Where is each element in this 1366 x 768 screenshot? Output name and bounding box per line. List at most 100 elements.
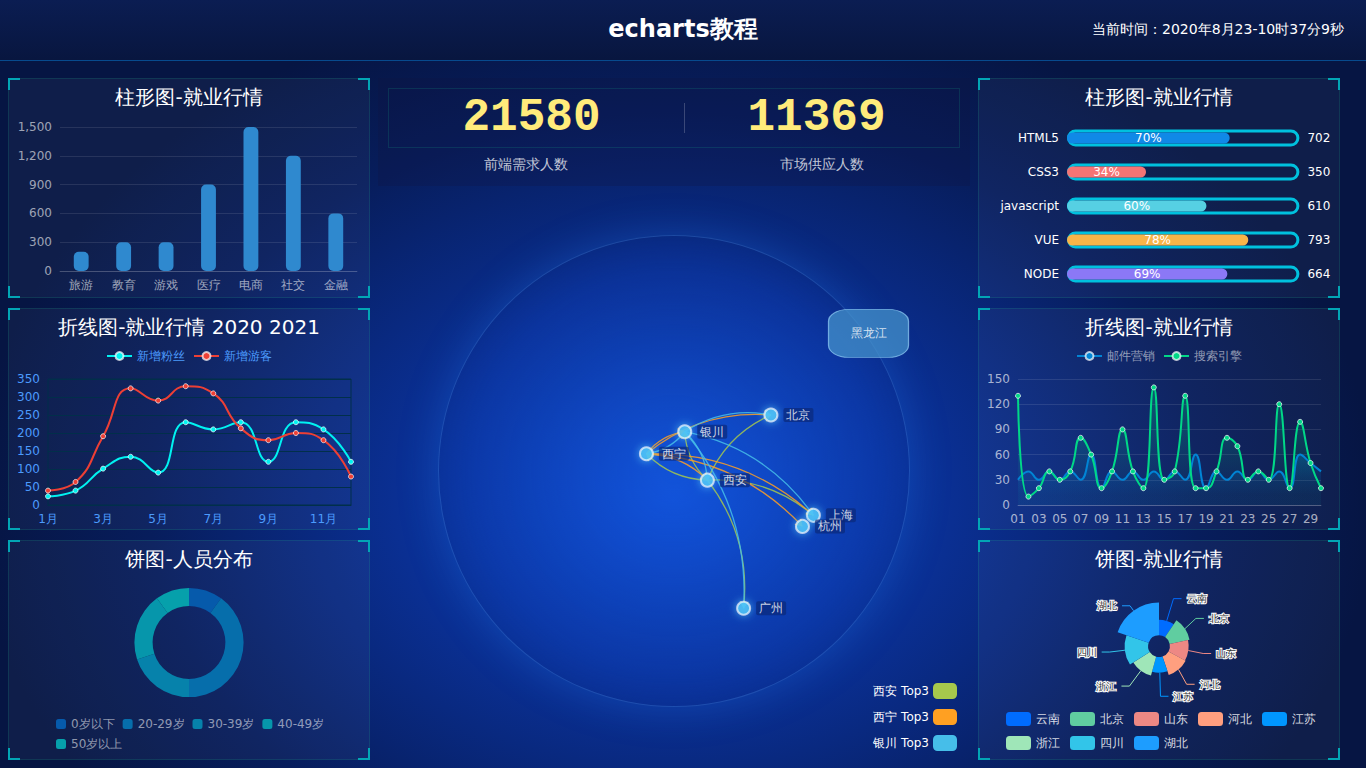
svg-text:50: 50 (25, 480, 40, 494)
svg-text:7月: 7月 (203, 512, 223, 526)
svg-text:1月: 1月 (38, 512, 58, 526)
svg-text:教育: 教育 (112, 278, 136, 292)
svg-text:05: 05 (1052, 512, 1067, 526)
svg-text:90: 90 (995, 422, 1010, 436)
svg-text:70%: 70% (1135, 131, 1162, 145)
svg-text:旅游: 旅游 (69, 278, 93, 292)
svg-text:湖北: 湖北 (1097, 600, 1117, 611)
svg-text:350: 350 (17, 372, 40, 386)
svg-text:0: 0 (44, 264, 52, 278)
svg-text:江苏: 江苏 (1292, 712, 1316, 726)
svg-text:四川: 四川 (1100, 736, 1124, 750)
svg-text:金融: 金融 (324, 278, 348, 292)
svg-text:5月: 5月 (148, 512, 168, 526)
svg-text:300: 300 (29, 235, 52, 249)
svg-text:150: 150 (17, 444, 40, 458)
svg-text:50岁以上: 50岁以上 (71, 737, 122, 751)
svg-text:山东: 山东 (1164, 712, 1188, 726)
svg-text:150: 150 (987, 372, 1010, 386)
svg-text:社交: 社交 (281, 278, 305, 292)
svg-text:医疗: 医疗 (197, 278, 221, 292)
svg-text:60: 60 (995, 448, 1010, 462)
svg-text:四川: 四川 (1077, 647, 1097, 658)
svg-text:19: 19 (1198, 512, 1213, 526)
svg-text:350: 350 (1307, 165, 1330, 179)
svg-text:664: 664 (1307, 267, 1330, 281)
svg-text:13: 13 (1136, 512, 1151, 526)
svg-text:9月: 9月 (259, 512, 279, 526)
svg-text:搜索引擎: 搜索引擎 (1194, 349, 1242, 363)
svg-text:03: 03 (1031, 512, 1046, 526)
svg-text:11月: 11月 (310, 512, 337, 526)
svg-text:300: 300 (17, 390, 40, 404)
svg-text:NODE: NODE (1024, 267, 1059, 281)
svg-text:杭州: 杭州 (817, 519, 842, 533)
svg-text:21: 21 (1219, 512, 1234, 526)
svg-text:702: 702 (1307, 131, 1330, 145)
svg-text:120: 120 (987, 397, 1010, 411)
svg-text:0岁以下: 0岁以下 (71, 717, 115, 731)
svg-text:电商: 电商 (239, 278, 263, 292)
html-text:21580: 21580 (462, 92, 601, 144)
svg-text:HTML5: HTML5 (1018, 131, 1059, 145)
svg-text:北京: 北京 (1100, 712, 1124, 726)
svg-text:27: 27 (1282, 512, 1297, 526)
svg-text:200: 200 (17, 426, 40, 440)
svg-text:邮件营销: 邮件营销 (1107, 349, 1155, 363)
svg-text:银川: 银川 (699, 425, 724, 439)
svg-text:游戏: 游戏 (154, 278, 178, 292)
svg-text:西宁: 西宁 (662, 447, 686, 461)
svg-text:javascript: javascript (999, 199, 1059, 213)
svg-text:河北: 河北 (1228, 712, 1252, 726)
svg-text:湖北: 湖北 (1164, 736, 1188, 750)
svg-text:河北: 河北 (1200, 679, 1220, 690)
svg-text:广州: 广州 (759, 601, 783, 615)
svg-text:1,500: 1,500 (18, 120, 52, 134)
svg-text:78%: 78% (1144, 233, 1171, 247)
svg-text:30-39岁: 30-39岁 (208, 717, 255, 731)
svg-text:0: 0 (32, 498, 40, 512)
svg-text:30: 30 (995, 473, 1010, 487)
svg-text:云南: 云南 (1187, 593, 1207, 604)
svg-text:01: 01 (1010, 512, 1025, 526)
html-text:11369: 11369 (747, 92, 886, 144)
svg-text:北京: 北京 (1209, 613, 1229, 624)
svg-text:34%: 34% (1093, 165, 1120, 179)
svg-text:西宁 Top3: 西宁 Top3 (873, 710, 929, 724)
svg-text:VUE: VUE (1034, 233, 1059, 247)
svg-text:40-49岁: 40-49岁 (277, 717, 324, 731)
svg-text:07: 07 (1073, 512, 1088, 526)
svg-text:610: 610 (1307, 199, 1330, 213)
svg-text:20-29岁: 20-29岁 (138, 717, 185, 731)
svg-text:15: 15 (1157, 512, 1172, 526)
svg-text:29: 29 (1303, 512, 1318, 526)
svg-text:黑龙江: 黑龙江 (851, 326, 887, 340)
svg-text:北京: 北京 (786, 408, 810, 422)
svg-text:600: 600 (29, 206, 52, 220)
svg-text:浙江: 浙江 (1096, 681, 1116, 692)
svg-text:793: 793 (1307, 233, 1330, 247)
svg-text:CSS3: CSS3 (1028, 165, 1059, 179)
svg-text:25: 25 (1261, 512, 1276, 526)
svg-text:23: 23 (1240, 512, 1255, 526)
svg-text:250: 250 (17, 408, 40, 422)
svg-text:3月: 3月 (93, 512, 113, 526)
svg-text:17: 17 (1178, 512, 1193, 526)
svg-text:新增粉丝: 新增粉丝 (137, 349, 185, 363)
svg-text:60%: 60% (1123, 199, 1150, 213)
svg-text:100: 100 (17, 462, 40, 476)
svg-text:西安 Top3: 西安 Top3 (873, 684, 929, 698)
svg-text:09: 09 (1094, 512, 1109, 526)
svg-text:西安: 西安 (723, 473, 747, 487)
svg-text:新增游客: 新增游客 (224, 349, 272, 363)
svg-text:1,200: 1,200 (18, 149, 52, 163)
svg-text:69%: 69% (1134, 267, 1161, 281)
svg-text:0: 0 (1002, 498, 1010, 512)
svg-text:11: 11 (1115, 512, 1130, 526)
svg-text:云南: 云南 (1036, 712, 1060, 726)
svg-text:江苏: 江苏 (1173, 691, 1193, 702)
svg-text:山东: 山东 (1216, 648, 1236, 659)
svg-text:浙江: 浙江 (1036, 736, 1060, 750)
svg-text:银川 Top3: 银川 Top3 (872, 736, 929, 750)
svg-text:900: 900 (29, 178, 52, 192)
